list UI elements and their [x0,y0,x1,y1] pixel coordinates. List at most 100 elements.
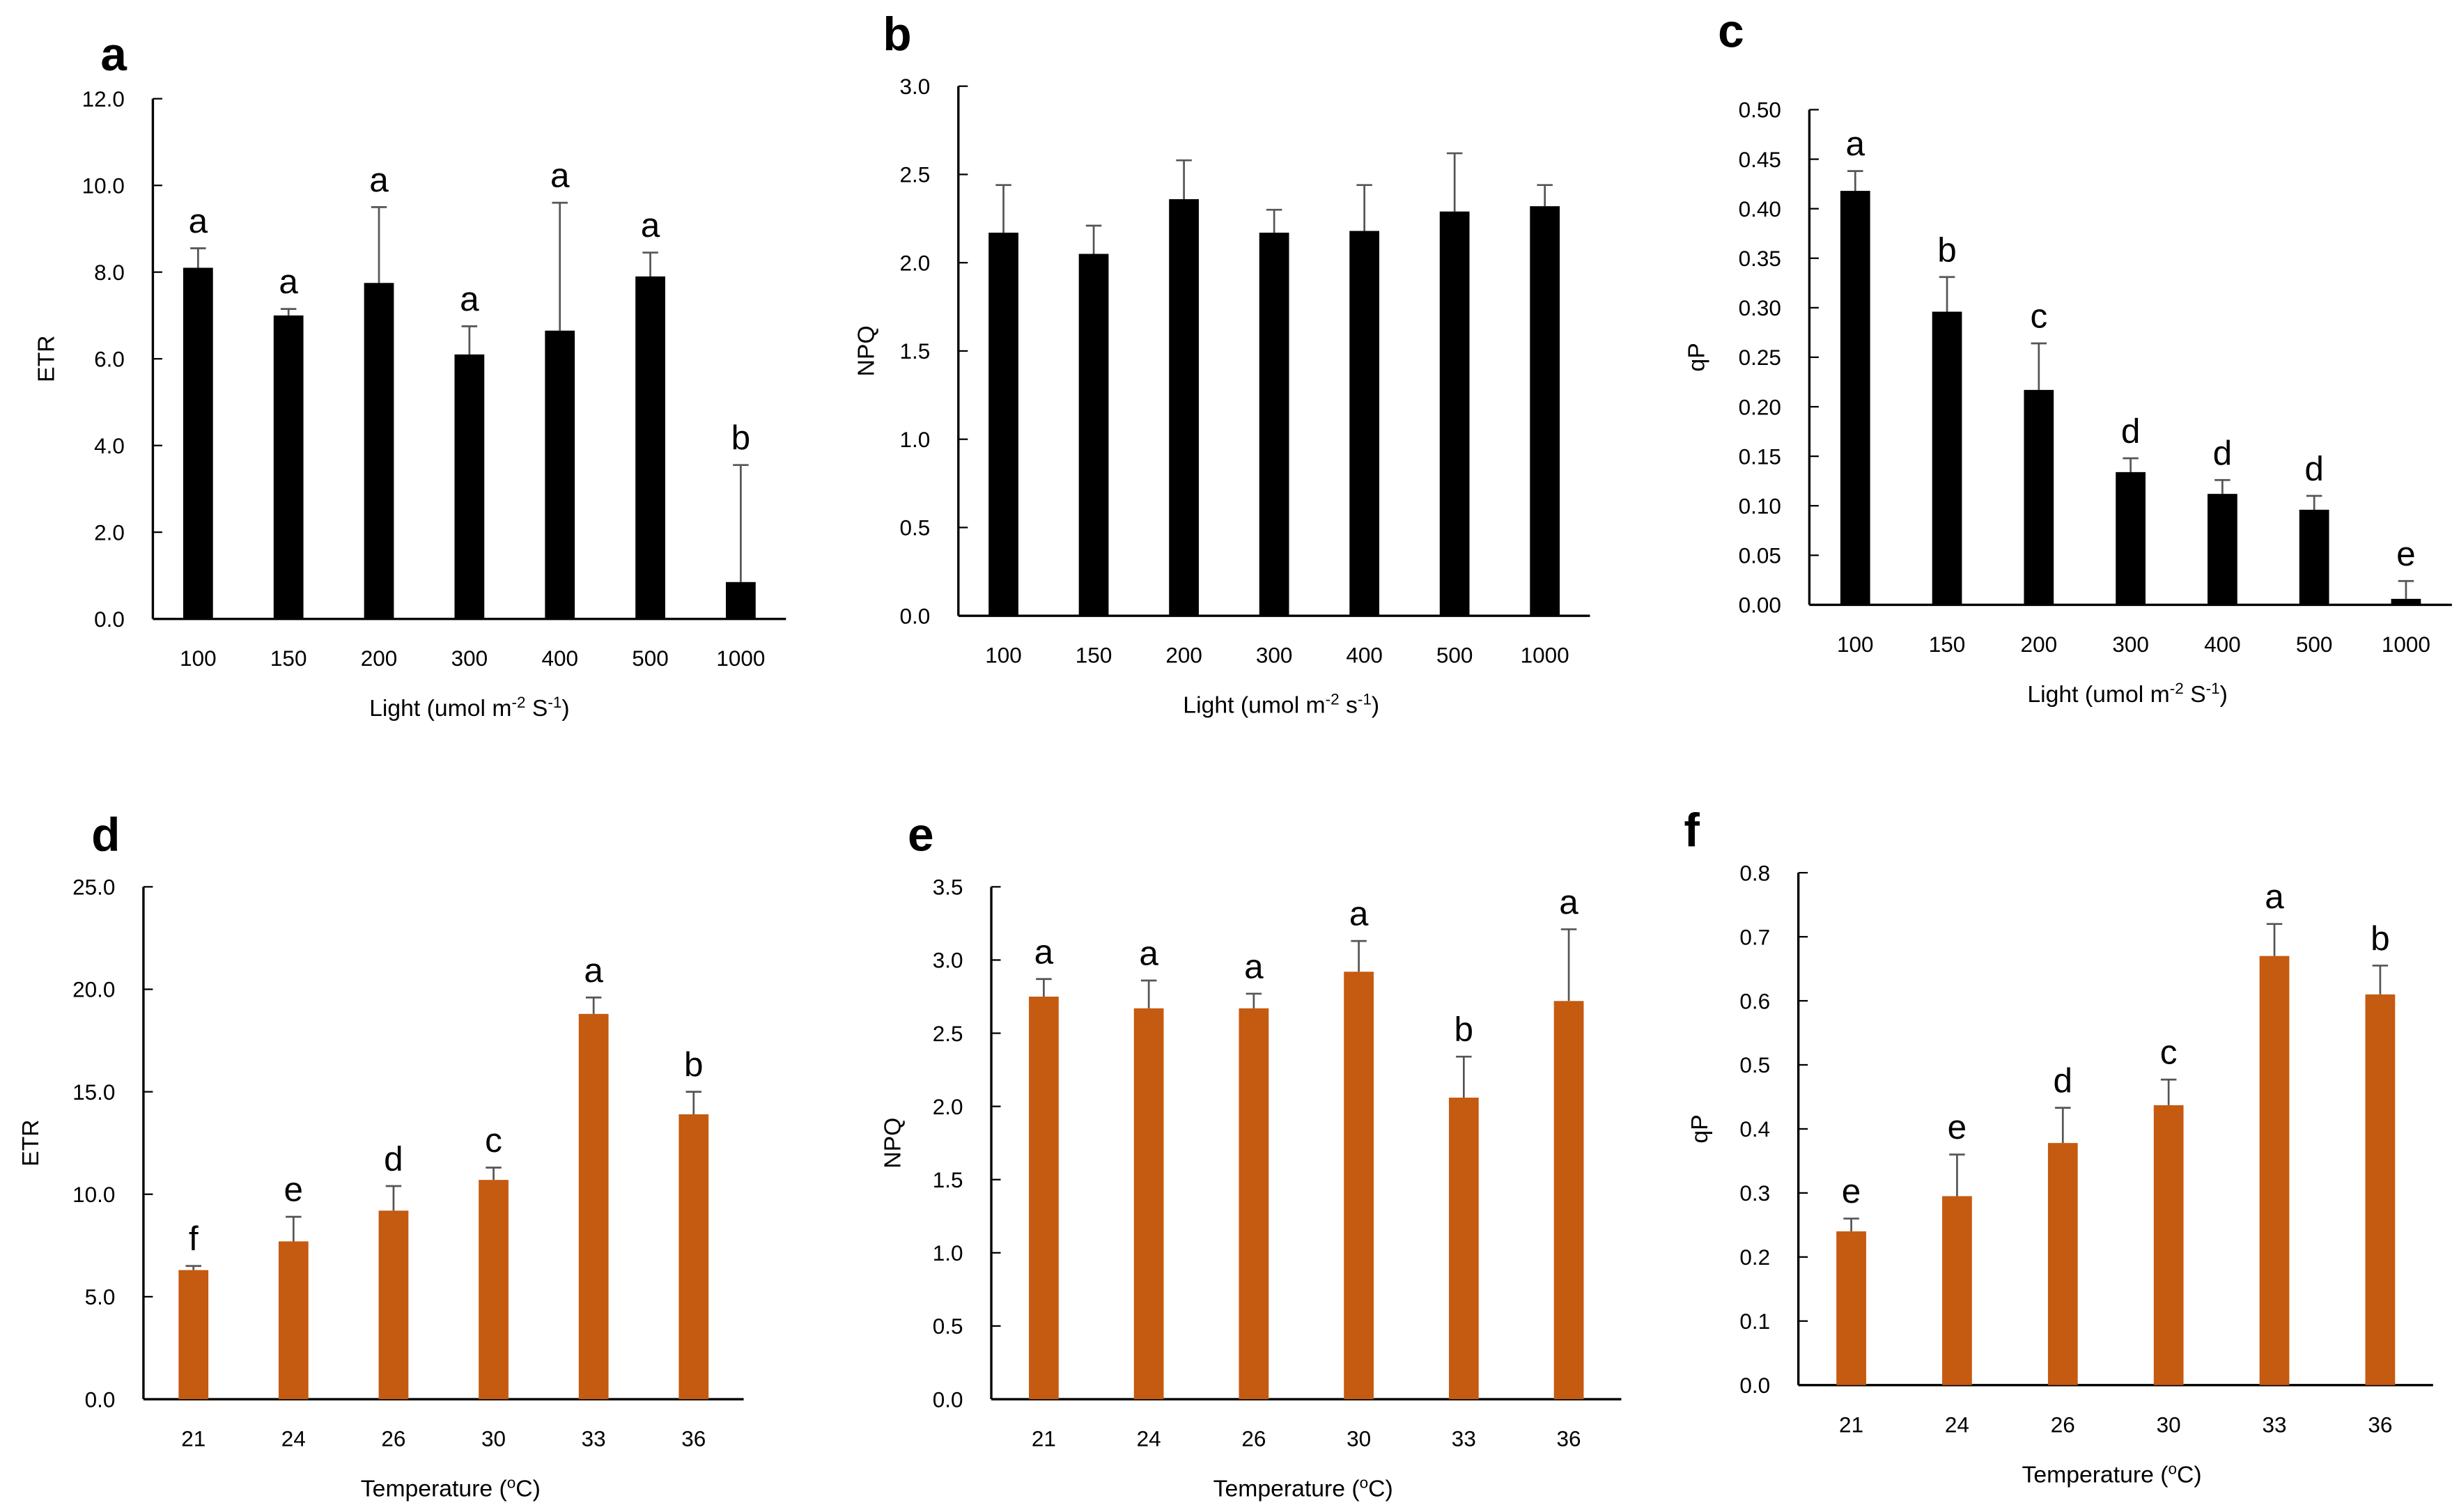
y-tick-label: 0.0 [933,1387,963,1412]
bar [1836,1231,1866,1385]
y-axis-label: ETR [33,335,60,382]
y-tick-label: 0.0 [1739,1373,1770,1398]
x-tick-label: 33 [1452,1426,1476,1451]
significance-letter: a [279,263,298,301]
y-tick-label: 5.0 [85,1284,116,1309]
x-tick-label: 1000 [2382,632,2430,657]
bar [1078,254,1109,616]
significance-letter: d [2054,1061,2073,1100]
significance-letter: b [1455,1011,1474,1049]
bar [988,233,1018,616]
bar [1239,1008,1269,1400]
significance-letter: a [1349,895,1369,933]
bar [1029,996,1059,1400]
x-tick-label: 24 [281,1426,306,1451]
y-tick-label: 0.6 [1739,988,1770,1013]
y-tick-label: 25.0 [72,875,115,900]
x-axis-label-part: Light (umol m [2027,681,2169,708]
x-tick-label: 500 [632,646,669,671]
x-axis-label-part: C) [515,1476,541,1502]
significance-letter: c [485,1121,502,1160]
bar [2116,471,2146,605]
y-tick-label: 2.0 [94,520,125,545]
y-tick-label: 2.0 [933,1094,963,1119]
panel-a: a 0.0 2.0 4.0 6.0 8.0 10.0 12.0 ETR 100 a 150 a 200 a 3… [33,29,786,722]
y-tick-label: 0.25 [1739,345,1781,370]
bar [2047,1143,2078,1385]
bar [278,1241,309,1400]
panel-label: a [100,29,127,81]
panel-e: e 0.0 0.5 1.0 1.5 2.0 2.5 3.0 3.5 NPQ 21 a 24 a 26 a 30 a… [880,809,1622,1502]
y-tick-label: 0.1 [1739,1309,1770,1334]
significance-letter: c [2160,1034,2178,1072]
x-axis-label: Light (umol m-2 s-1) [1183,690,1379,718]
x-tick-label: 100 [985,643,1022,668]
significance-letter: b [731,419,751,457]
significance-letter: a [189,202,208,240]
bar [545,330,575,619]
y-tick-label: 0.5 [900,515,931,540]
x-axis-label-superscript: -1 [2206,679,2220,696]
y-tick-label: 0.05 [1739,543,1781,568]
y-tick-label: 2.0 [900,250,931,275]
y-tick-label: 1.5 [933,1167,963,1192]
x-axis-label-part: S [526,695,548,722]
significance-letter: d [2304,450,2324,488]
bar [2207,494,2237,605]
x-tick-label: 100 [180,646,217,671]
x-tick-label: 21 [1032,1426,1056,1451]
x-axis-label-part: C) [2177,1461,2202,1488]
significance-letter: e [1842,1172,1861,1210]
y-axis-label: qP [1684,343,1710,371]
panel-c: c 0.00 0.05 0.10 0.15 0.20 0.25 0.30 0.35 0.40 0.4… [1684,5,2452,708]
x-tick-label: 400 [541,646,578,671]
y-axis-label: ETR [17,1119,44,1166]
y-tick-label: 8.0 [94,260,125,285]
y-tick-label: 0.7 [1739,924,1770,949]
panel-label: c [1718,5,1744,57]
x-axis-label-superscript: o [1360,1474,1369,1491]
x-axis-label-part: ) [2220,681,2228,708]
significance-letter: c [2030,297,2047,336]
bar [2153,1105,2184,1385]
significance-letter: b [2371,919,2390,958]
y-tick-label: 0.3 [1739,1180,1770,1206]
y-tick-label: 2.5 [933,1021,963,1046]
x-tick-label: 400 [2204,632,2241,657]
significance-letter: f [189,1219,199,1258]
x-axis-label: Light (umol m-2 S-1) [2027,679,2227,708]
bar [2365,994,2396,1385]
x-tick-label: 26 [1241,1426,1266,1451]
panel-d: d 0.0 5.0 10.0 15.0 20.0 25.0 ETR 21 f 24 e 26 d 30 c 33… [17,809,744,1502]
x-tick-label: 500 [2296,632,2333,657]
x-tick-label: 33 [2262,1412,2286,1437]
x-axis-label-part: Light (umol m [1183,692,1325,719]
panel-label: b [883,8,911,61]
x-tick-label: 30 [481,1426,506,1451]
significance-letter: a [1244,947,1264,985]
x-axis-label-part: Temperature ( [361,1476,508,1502]
y-tick-label: 0.00 [1739,593,1781,618]
significance-letter: e [284,1171,304,1209]
significance-letter: a [1139,934,1158,972]
x-tick-label: 400 [1346,643,1383,668]
significance-letter: a [641,206,660,244]
significance-letter: a [460,280,479,318]
bar [183,267,213,619]
x-axis-label-superscript: -1 [548,694,561,711]
bar [1439,211,1470,616]
y-tick-label: 4.0 [94,433,125,458]
y-axis-label: qP [1686,1114,1713,1143]
y-tick-label: 3.0 [933,948,963,973]
y-tick-label: 0.45 [1739,147,1781,172]
x-tick-label: 500 [1436,643,1473,668]
y-tick-label: 0.0 [94,607,125,632]
panel-f: f 0.0 0.1 0.2 0.3 0.4 0.5 0.6 0.7 0.8 qP 21 e 24 e 26 d 3… [1684,804,2433,1488]
panel-label: d [91,809,120,862]
y-axis-label: NPQ [853,325,879,376]
significance-letter: d [2121,412,2141,450]
y-tick-label: 2.5 [900,162,931,187]
y-tick-label: 0.15 [1739,444,1781,469]
x-axis-label: Temperature (oC) [361,1474,541,1502]
